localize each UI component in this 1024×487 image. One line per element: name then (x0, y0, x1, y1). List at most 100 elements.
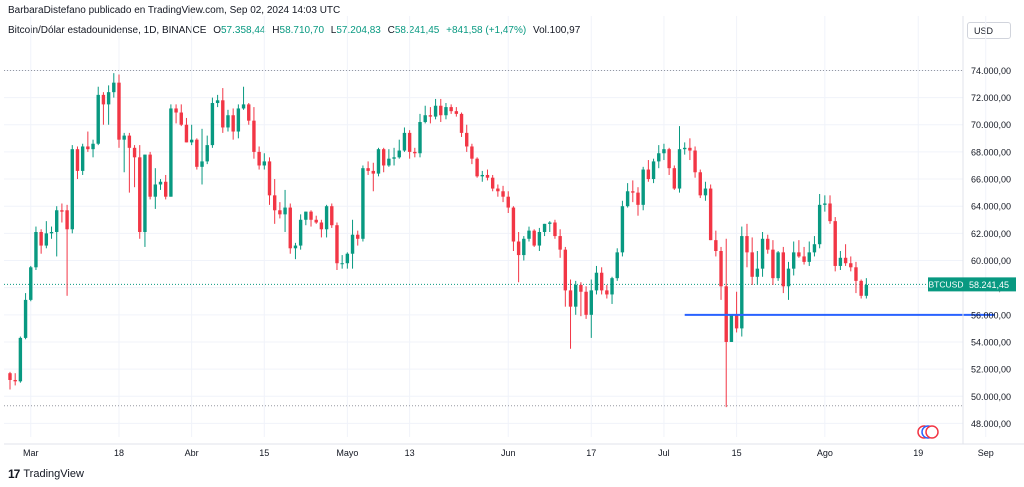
candle-body (174, 108, 178, 113)
candle-body (148, 154, 152, 197)
y-tick-label: 60.000,00 (971, 256, 1011, 266)
candle-body (439, 105, 443, 116)
candle-body (29, 267, 33, 300)
candle-body (563, 249, 568, 291)
candle-body (750, 252, 754, 277)
candle-body (298, 219, 303, 246)
candle-body (558, 236, 562, 250)
y-tick-label: 52.000,00 (971, 365, 1011, 375)
event-flag-icon (925, 425, 939, 439)
candle-body (459, 113, 464, 133)
grid (4, 16, 987, 437)
candle-body (215, 100, 220, 104)
y-tick-label: 56.000,00 (971, 310, 1011, 320)
candle-body (340, 263, 344, 265)
candle-body (734, 314, 739, 329)
candle-body (309, 211, 313, 220)
candle-body (589, 290, 593, 315)
close-value: 58.241,45 (394, 25, 440, 36)
x-tick-label: 15 (259, 448, 269, 458)
y-tick-label: 48.000,00 (971, 419, 1011, 429)
candle-body (143, 154, 147, 232)
candle-body (293, 245, 298, 249)
candle-body (428, 115, 433, 117)
candle-body (651, 161, 656, 180)
candle-body (454, 111, 459, 114)
candle-body (568, 290, 573, 307)
candle-body (381, 149, 386, 166)
candle-body (221, 100, 225, 128)
y-tick-label: 54.000,00 (971, 337, 1011, 347)
candle-body (693, 150, 697, 173)
candle-body (532, 230, 536, 246)
high-value: 58.710,70 (279, 25, 325, 36)
candle-body (413, 151, 417, 154)
candle-body (49, 231, 54, 234)
candle-body (423, 115, 427, 123)
y-tick-label: 64.000,00 (971, 202, 1011, 212)
candle-body (579, 284, 583, 292)
candle-body (314, 219, 318, 223)
candle-body (335, 225, 339, 264)
y-tick-label: 72.000,00 (971, 93, 1011, 103)
candle-body (527, 230, 531, 239)
candle-body (132, 147, 137, 158)
candle-body (44, 233, 49, 246)
candle-body (18, 337, 23, 382)
candle-body (672, 168, 677, 189)
candle-body (667, 149, 671, 169)
x-tick-label: 17 (586, 448, 596, 458)
price-axis: 74.000,00 72.000,00 70.000,00 68.000,00 66.0… (962, 16, 1011, 444)
candle-body (771, 249, 775, 279)
candle-body (615, 252, 619, 279)
candle-body (418, 122, 422, 154)
events-icon[interactable] (917, 425, 939, 439)
candle-body (485, 174, 490, 178)
y-tick-label: 68.000,00 (971, 147, 1011, 157)
candle-body (594, 272, 599, 291)
candle-body (807, 252, 811, 262)
candle-body (537, 231, 542, 246)
last-price-box (964, 277, 1016, 292)
candle-body (101, 94, 106, 105)
candle-body (605, 290, 609, 295)
candle-body (200, 161, 204, 167)
x-tick-label: Jul (658, 448, 670, 458)
dotted-levels (4, 69, 963, 407)
candle-body (444, 107, 448, 116)
candle-body (153, 184, 158, 197)
x-tick-label: Jun (501, 448, 516, 458)
low-label: L (330, 25, 337, 36)
candle-body (433, 105, 438, 117)
candle-body (324, 206, 329, 230)
candle-body (91, 143, 95, 150)
candle-body (195, 139, 199, 167)
candles (8, 73, 869, 408)
candle-body (631, 191, 635, 193)
candle-body (708, 188, 713, 241)
candle-body (236, 108, 241, 132)
candle-body (376, 149, 381, 174)
candle-body (703, 188, 708, 196)
candle-body (397, 150, 401, 158)
candle-body (719, 251, 723, 287)
change-value: +841,58 (+1,47%) (446, 25, 527, 36)
candle-body (304, 211, 308, 220)
candle-body (745, 236, 749, 253)
tradingview-logo[interactable]: 17 TradingView (8, 467, 84, 481)
candle-body (755, 268, 760, 277)
candle-body (677, 149, 682, 189)
currency-button[interactable]: USD (967, 22, 1011, 39)
candle-body (646, 169, 651, 180)
open-value: 57.358,44 (221, 25, 266, 36)
candle-body (356, 234, 360, 239)
candle-body (402, 132, 407, 151)
candle-body (817, 204, 822, 245)
candle-body (776, 252, 780, 279)
candle-body (553, 222, 557, 237)
x-tick-label: Abr (185, 448, 199, 458)
candle-body (683, 147, 687, 150)
candle-body (319, 222, 324, 230)
candle-body (210, 103, 215, 146)
